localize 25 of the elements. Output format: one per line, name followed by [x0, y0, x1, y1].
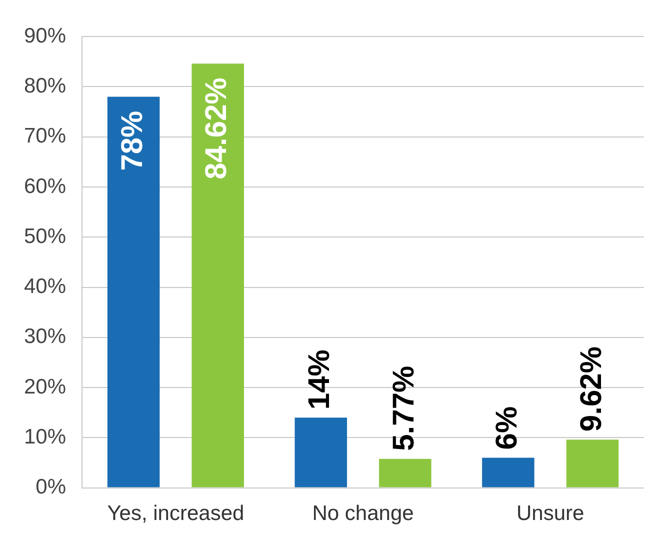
- data-label: 5.77%: [387, 366, 420, 451]
- y-tick-label: 70%: [24, 124, 66, 148]
- y-tick-label: 30%: [24, 325, 66, 348]
- y-tick-label: 0%: [36, 476, 66, 499]
- bar: [482, 458, 534, 488]
- x-tick-label: Yes, increased: [107, 502, 244, 526]
- x-tick-label: Unsure: [516, 502, 584, 526]
- x-tick-label: No change: [312, 502, 414, 526]
- y-tick-label: 60%: [24, 174, 66, 198]
- y-tick-label: 90%: [24, 24, 66, 48]
- data-label: 78%: [116, 110, 149, 171]
- data-label: 6%: [490, 406, 524, 450]
- data-label: 84.62%: [200, 78, 234, 180]
- data-label: 14%: [303, 350, 336, 410]
- y-tick-label: 40%: [24, 275, 66, 298]
- bar: [107, 96, 160, 488]
- y-tick-label: 50%: [24, 224, 66, 248]
- bar: [192, 64, 244, 488]
- bar: [294, 418, 347, 488]
- data-label: 9.62%: [574, 346, 608, 432]
- y-tick-label: 10%: [24, 425, 66, 448]
- bar: [379, 458, 432, 488]
- bar: [566, 440, 619, 488]
- y-tick-label: 20%: [24, 375, 66, 398]
- y-tick-label: 80%: [24, 74, 66, 98]
